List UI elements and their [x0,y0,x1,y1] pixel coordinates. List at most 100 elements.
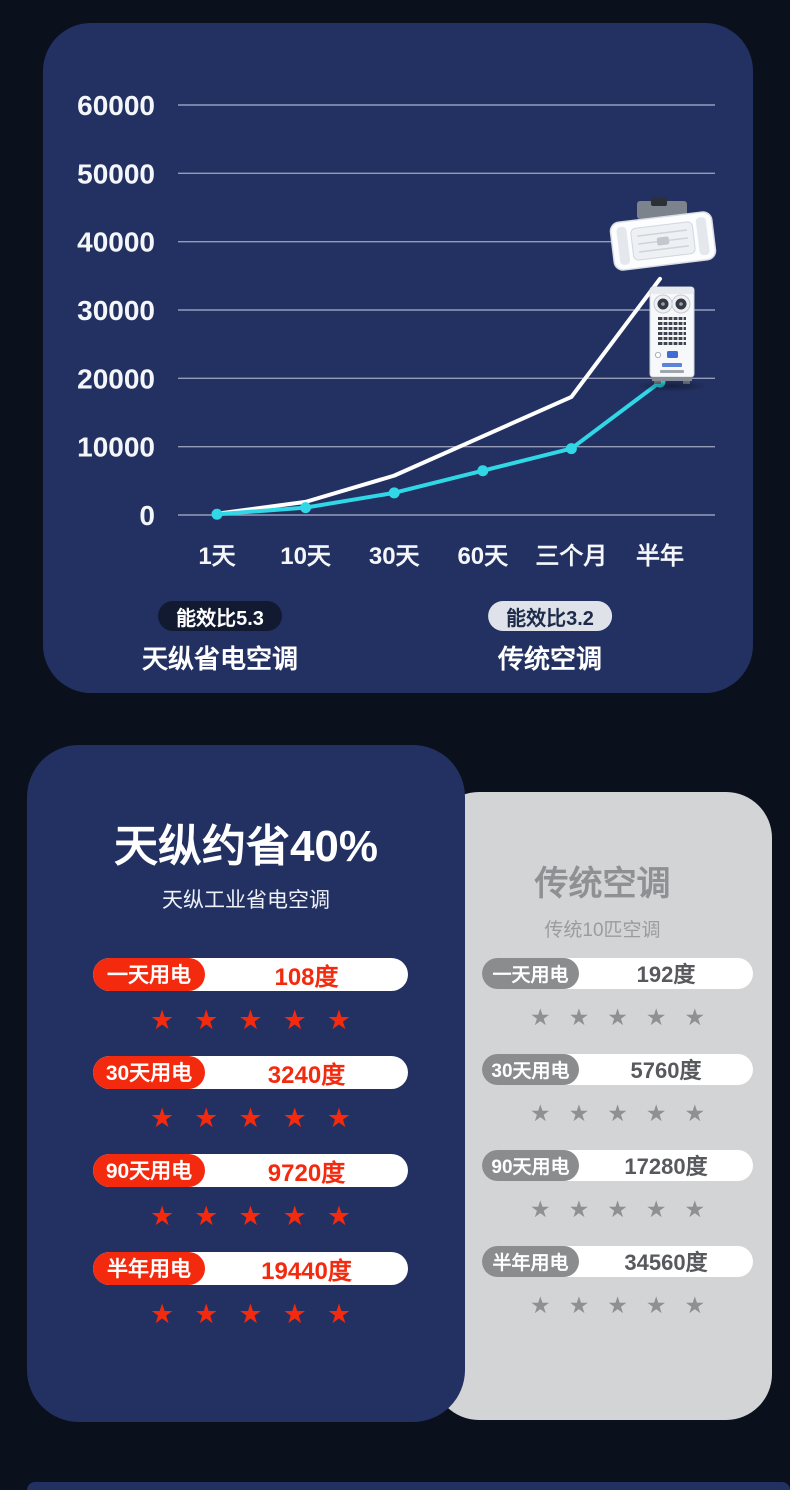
tianzong-comparison-card: 天纵约省40% 天纵工业省电空调 一天用电 108度 ★ ★ ★ ★ ★ 30天用电 3240度… [27,745,465,1422]
star-icon: ★ [194,1004,219,1035]
star-icon: ★ [568,1099,590,1126]
data-point-marker [300,502,312,514]
star-rating: ★ ★ ★ ★ ★ [93,1102,408,1133]
star-icon: ★ [568,1291,590,1318]
star-icon: ★ [529,1291,551,1318]
star-icon: ★ [282,1298,307,1329]
star-icon: ★ [149,1004,175,1035]
legend-item-tianzong: 能效比5.3 天纵省电空调 [142,601,298,676]
y-axis-tick-label: 40000 [77,227,155,258]
star-icon: ★ [529,1099,551,1126]
data-point-marker [388,487,400,499]
usage-period-pill: 一天用电 [93,957,205,991]
star-icon: ★ [238,1298,263,1329]
ceiling-cassette-ac-icon [609,197,717,271]
energy-usage-chart-card: 0 10000 20000 30000 40000 50000 60000 1天 10天 30天 6… [43,23,753,693]
star-icon: ★ [149,1298,175,1329]
usage-value: 19440度 [261,1257,352,1285]
usage-value: 3240度 [267,1061,346,1089]
legend-label-traditional: 传统空调 [497,644,602,674]
star-icon: ★ [282,1200,307,1231]
star-icon: ★ [326,1102,352,1133]
y-axis-tick-label: 30000 [77,295,155,326]
star-rating: ★ ★ ★ ★ ★ [482,1291,753,1318]
usage-row: 半年用电 19440度 [93,1251,408,1285]
star-icon: ★ [282,1102,307,1133]
star-icon: ★ [568,1195,590,1222]
usage-period-pill: 30天用电 [93,1055,205,1089]
y-axis-tick-label: 20000 [77,363,155,394]
y-axis-tick-label: 50000 [77,158,155,189]
cabinet-ac-image [635,283,709,392]
usage-period-pill: 半年用电 [482,1245,579,1277]
usage-row: 一天用电 108度 [93,957,408,991]
star-icon: ★ [529,1003,551,1030]
efficiency-badge-traditional: 能效比3.2 [488,601,612,631]
x-axis-category-label: 1天 [198,543,235,570]
star-icon: ★ [238,1200,263,1231]
usage-period-pill: 半年用电 [93,1251,205,1285]
usage-row: 半年用电 34560度 [482,1245,753,1277]
star-icon: ★ [238,1004,263,1035]
tianzong-card-title: 天纵约省40% [113,822,379,871]
star-icon: ★ [282,1004,307,1035]
star-icon: ★ [194,1200,219,1231]
usage-period-pill: 一天用电 [482,957,579,989]
usage-period-pill: 30天用电 [482,1053,579,1085]
star-icon: ★ [607,1195,628,1222]
star-icon: ★ [684,1291,706,1318]
star-icon: ★ [568,1003,590,1030]
tianzong-usage-rows: 一天用电 108度 ★ ★ ★ ★ ★ 30天用电 3240度 ★ ★ ★ ★ ★ 90天用电 9720度 ★ ★… [27,957,465,1329]
star-rating: ★ ★ ★ ★ ★ [93,1200,408,1231]
y-axis-tick-label: 10000 [77,432,155,463]
usage-row: 30天用电 5760度 [482,1053,753,1085]
usage-value: 192度 [636,962,696,988]
star-icon: ★ [607,1003,628,1030]
star-icon: ★ [684,1195,706,1222]
y-axis-tick-label: 60000 [77,90,155,121]
data-point-marker [477,465,489,477]
star-icon: ★ [326,1298,352,1329]
series-line-traditional [215,276,662,516]
efficiency-badge-tianzong: 能效比5.3 [158,601,282,631]
star-icon: ★ [149,1200,175,1231]
traditional-card-subtitle: 传统10匹空调 [544,919,661,941]
usage-row: 90天用电 9720度 [93,1153,408,1187]
y-axis-tick-label: 0 [139,500,155,531]
series-line-tianzong [215,380,662,517]
star-icon: ★ [607,1099,628,1126]
line-chart: 0 10000 20000 30000 40000 50000 60000 1天 10天 30天 6… [77,90,715,570]
star-rating: ★ ★ ★ ★ ★ [93,1004,408,1035]
x-axis-category-label: 30天 [369,543,420,570]
star-icon: ★ [684,1099,706,1126]
star-rating: ★ ★ ★ ★ ★ [482,1195,753,1222]
star-icon: ★ [149,1102,175,1133]
data-point-marker [565,443,577,455]
tianzong-card-subtitle: 天纵工业省电空调 [162,888,330,912]
chart-legend: 能效比5.3 天纵省电空调 能效比3.2 传统空调 [43,601,753,681]
x-axis-category-label: 60天 [457,543,508,570]
star-icon: ★ [645,1099,667,1126]
x-axis-category-label: 10天 [280,543,331,570]
star-icon: ★ [607,1291,628,1318]
star-icon: ★ [194,1298,219,1329]
star-icon: ★ [645,1195,667,1222]
star-icon: ★ [645,1291,667,1318]
data-point-marker [211,508,223,520]
star-rating: ★ ★ ★ ★ ★ [93,1298,408,1329]
star-icon: ★ [238,1102,263,1133]
star-icon: ★ [194,1102,219,1133]
star-icon: ★ [326,1004,352,1035]
usage-value: 5760度 [630,1058,702,1084]
cabinet-ac-icon [649,286,695,384]
star-icon: ★ [529,1195,551,1222]
star-icon: ★ [684,1003,706,1030]
usage-value: 34560度 [624,1250,708,1276]
star-icon: ★ [326,1200,352,1231]
star-icon: ★ [645,1003,667,1030]
star-rating: ★ ★ ★ ★ ★ [482,1099,753,1126]
star-rating: ★ ★ ★ ★ ★ [482,1003,753,1030]
traditional-card-title: 传统空调 [534,865,671,903]
x-axis-category-label: 三个月 [535,543,607,570]
usage-period-pill: 90天用电 [482,1149,579,1181]
